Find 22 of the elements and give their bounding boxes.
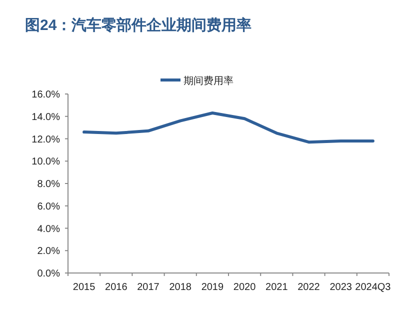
y-tick-label: 14.0%: [32, 112, 60, 123]
x-tick-label: 2015: [72, 282, 96, 293]
x-tick-label: 2016: [105, 282, 128, 293]
chart-title: 图24：汽车零部件企业期间费用率: [25, 16, 252, 34]
x-tick-label: 2018: [169, 282, 192, 293]
y-tick-label: 2.0%: [37, 246, 60, 258]
x-tick-label: 2020: [233, 282, 256, 293]
x-tick-label: 2017: [137, 282, 160, 293]
y-tick-label: 0.0%: [37, 268, 60, 280]
x-tick-label: 2019: [201, 282, 224, 293]
y-tick-label: 8.0%: [37, 179, 60, 190]
x-tick-label: 2022: [298, 282, 320, 293]
line-series: [82, 112, 374, 144]
y-tick-label: 6.0%: [37, 201, 60, 212]
y-tick-label: 16.0%: [32, 90, 60, 100]
y-tick-label: 10.0%: [32, 156, 60, 168]
legend-label: 期间费用率: [184, 75, 234, 87]
x-tick-label: 2023: [330, 282, 352, 293]
y-tick-label: 4.0%: [37, 224, 60, 235]
y-tick-label: 12.0%: [32, 134, 60, 146]
x-tick-label: 2021: [266, 282, 288, 293]
x-tick-label: 2024Q3: [355, 282, 392, 293]
